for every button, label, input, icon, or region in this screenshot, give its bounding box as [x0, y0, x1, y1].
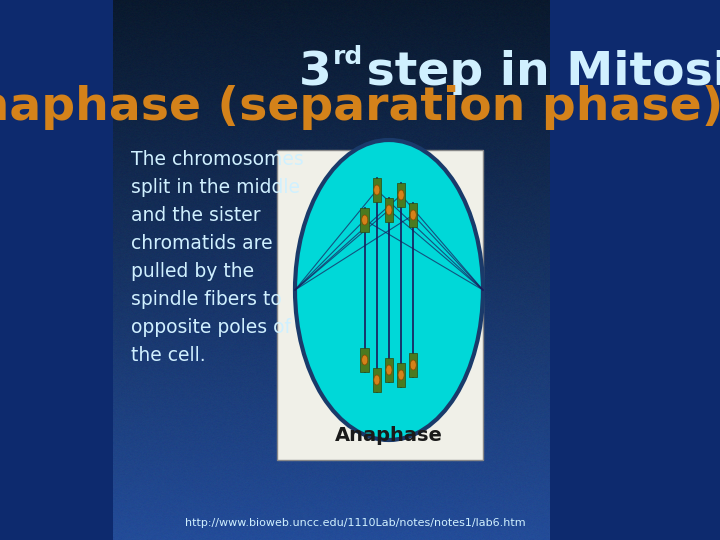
Circle shape — [361, 215, 368, 225]
Text: Anaphase (separation phase): Anaphase (separation phase) — [0, 85, 720, 130]
Circle shape — [410, 210, 416, 220]
Bar — [409, 203, 418, 227]
Text: Anaphase: Anaphase — [335, 426, 443, 445]
Bar — [397, 183, 405, 207]
Text: step in Mitosis:: step in Mitosis: — [350, 50, 720, 95]
Circle shape — [374, 185, 380, 195]
Bar — [372, 368, 381, 392]
Bar — [372, 178, 381, 202]
Bar — [361, 348, 369, 372]
Text: 3: 3 — [299, 50, 331, 95]
Circle shape — [398, 370, 404, 380]
Circle shape — [374, 375, 380, 385]
Circle shape — [361, 355, 368, 365]
Ellipse shape — [295, 140, 483, 440]
Bar — [361, 208, 369, 232]
Circle shape — [386, 365, 392, 375]
Circle shape — [386, 205, 392, 215]
FancyBboxPatch shape — [276, 150, 483, 460]
Bar — [384, 198, 393, 222]
Circle shape — [410, 360, 416, 370]
Bar — [409, 353, 418, 377]
Circle shape — [398, 190, 404, 200]
Text: http://www.bioweb.uncc.edu/1110Lab/notes/notes1/lab6.htm: http://www.bioweb.uncc.edu/1110Lab/notes… — [185, 518, 526, 528]
Bar — [384, 358, 393, 382]
Bar — [397, 363, 405, 387]
Text: The chromosomes
split in the middle
and the sister
chromatids are
pulled by the
: The chromosomes split in the middle and … — [131, 150, 304, 365]
Text: rd: rd — [333, 45, 364, 69]
